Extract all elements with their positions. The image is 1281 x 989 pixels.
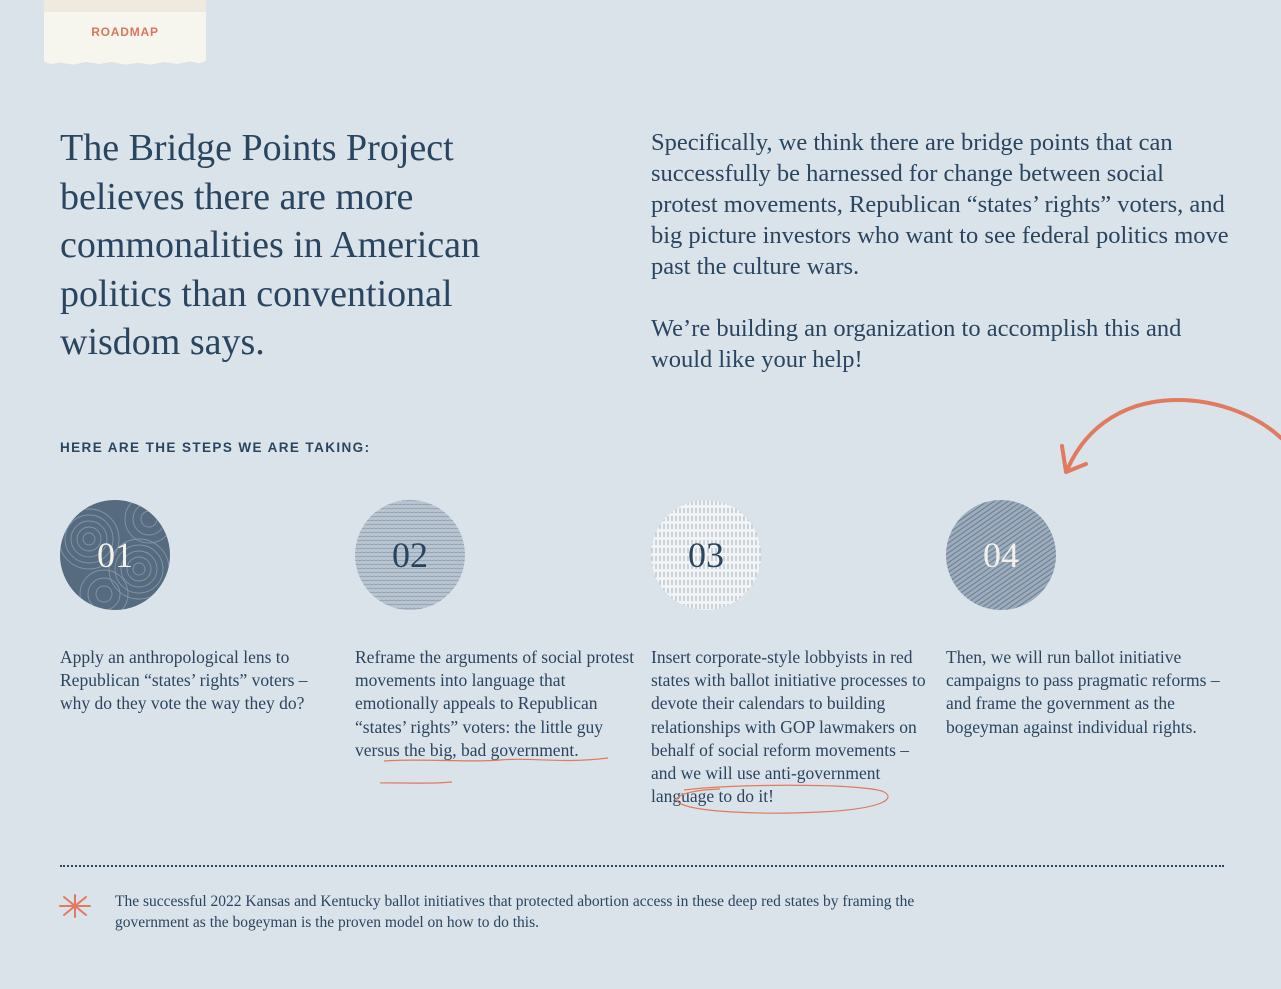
step-2-text: Reframe the arguments of social protest …	[355, 646, 637, 762]
step-4-texture	[946, 500, 1056, 610]
step-4-number: 04	[983, 535, 1019, 575]
tag-tape-stripe	[44, 0, 206, 12]
step-3-texture	[651, 500, 761, 610]
step-1-badge: 01	[59, 499, 171, 611]
step-2-number: 02	[392, 535, 428, 575]
step-1-text: Apply an anthropological lens to Republi…	[60, 647, 308, 714]
curved-arrow-icon	[1060, 398, 1281, 474]
step-4-badge: 04	[945, 499, 1057, 611]
step-1-number: 01	[97, 535, 133, 575]
step-3-badge: 03	[650, 499, 762, 611]
step-3-number: 03	[688, 535, 724, 575]
step-2-text-part-1: Reframe the arguments of social protest …	[355, 647, 635, 737]
intro-paragraph-1: Specifically, we think there are bridge …	[651, 129, 1229, 280]
dotted-divider	[60, 865, 1224, 867]
step-2-underline-mark	[380, 757, 609, 784]
page-headline: The Bridge Points Project believes there…	[60, 127, 481, 363]
step-4-text: Then, we will run ballot initiative camp…	[946, 647, 1220, 737]
footnote-text: The successful 2022 Kansas and Kentucky …	[115, 893, 915, 931]
step-3-text-part-1: Insert corporate-style lobbyists in red …	[651, 647, 926, 784]
step-2-text-part-3: .	[574, 739, 579, 760]
step-3-circle-mark	[676, 784, 889, 814]
steps-heading: HERE ARE THE STEPS WE ARE TAKING:	[60, 440, 371, 455]
step-2-badge: 02	[354, 499, 466, 611]
step-2-underlined-phrase: little guy versus the big, bad governmen…	[355, 716, 604, 760]
step-3-text: Insert corporate-style lobbyists in red …	[651, 646, 933, 808]
roadmap-tag-label: ROADMAP	[91, 25, 159, 39]
intro-paragraph-2: We’re building an organization to accomp…	[651, 315, 1182, 373]
roadmap-tag: ROADMAP	[44, 0, 206, 65]
step-2-texture	[355, 500, 465, 610]
asterisk-icon	[59, 894, 91, 918]
step-1-texture	[60, 500, 170, 610]
step-3-text-part-3: to do it!	[714, 786, 774, 807]
intro-text: Specifically, we think there are bridge …	[651, 127, 1231, 406]
